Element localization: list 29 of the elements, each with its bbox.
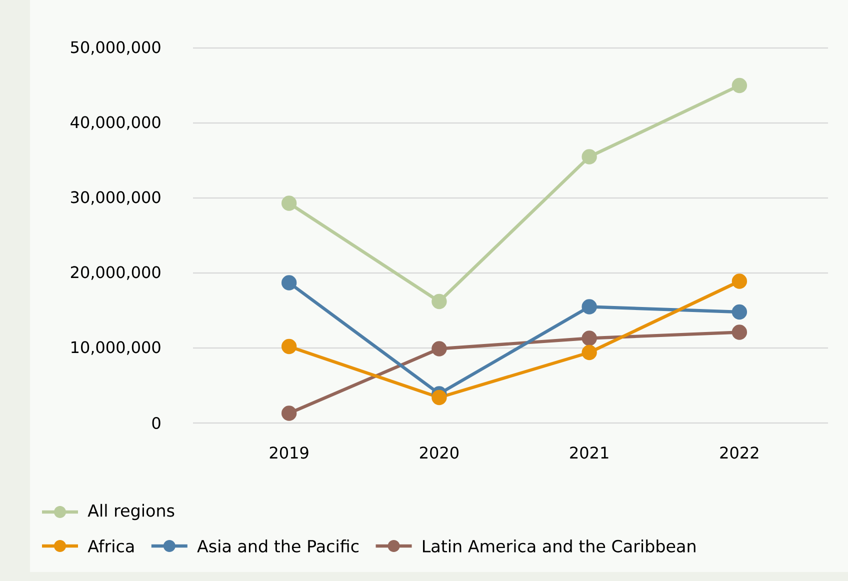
point	[281, 196, 297, 211]
x-tick-label: 2019	[270, 446, 308, 459]
point	[582, 299, 597, 314]
point	[732, 304, 748, 320]
y-tick-label: 20,000,000	[70, 266, 160, 280]
point	[432, 294, 447, 310]
point	[582, 330, 597, 346]
point	[281, 338, 297, 354]
legend-label: All regions	[88, 504, 174, 520]
point	[732, 78, 748, 94]
point	[281, 406, 297, 421]
point	[281, 275, 297, 290]
y-tick-label: 30,000,000	[71, 191, 160, 205]
y-tick-label: 0	[152, 416, 160, 430]
point	[432, 341, 447, 356]
point	[732, 324, 748, 340]
x-tick-label: 2020	[420, 446, 458, 459]
y-tick-label: 10,000,000	[72, 341, 160, 355]
legend-label: Africa	[88, 540, 134, 552]
y-tick-label: 50,000,000	[71, 41, 160, 55]
legend-label: Asia and the Pacific	[197, 540, 359, 552]
point	[582, 344, 597, 360]
point	[432, 390, 447, 406]
y-tick-label: 40,000,000	[70, 116, 160, 130]
x-tick-label: 2022	[720, 446, 758, 459]
point	[582, 149, 597, 164]
point	[732, 274, 748, 289]
legend-label: Latin America and the Caribbean	[423, 540, 696, 552]
x-tick-label: 2021	[570, 446, 608, 459]
